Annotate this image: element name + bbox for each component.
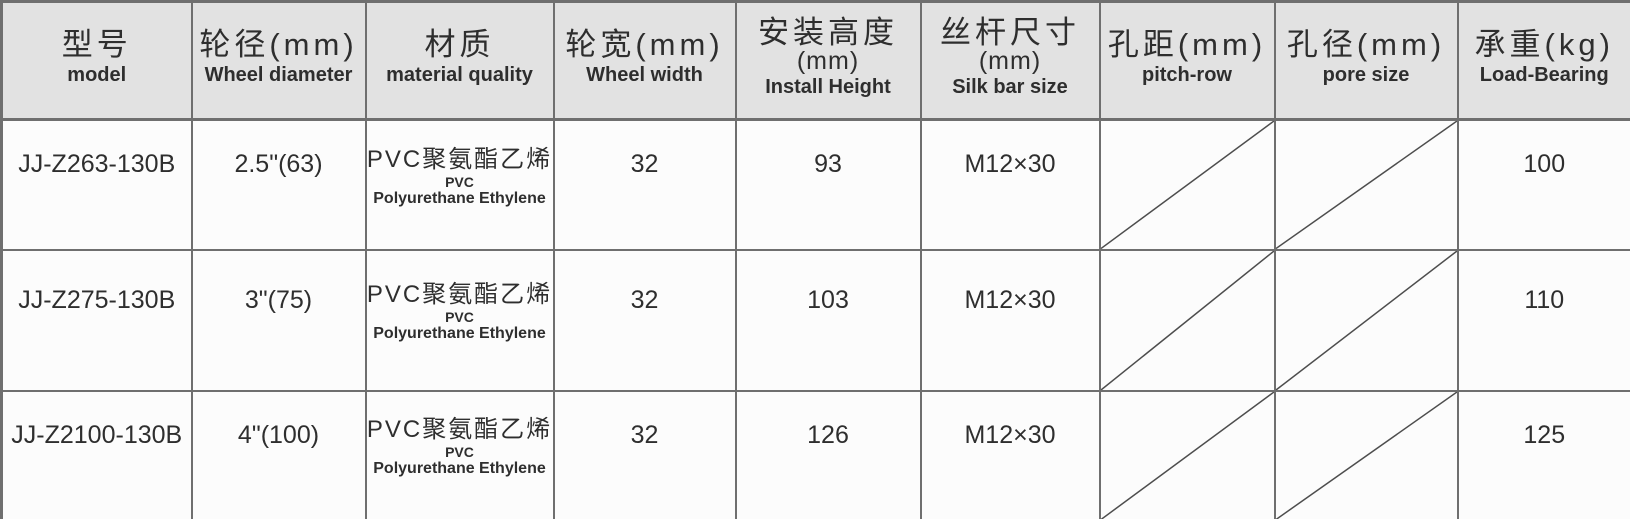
header-en-label: Wheel diameter — [204, 64, 353, 87]
wheel-diameter-cell: 4"(100) — [190, 389, 367, 519]
header-zh-label: 孔距(mm) — [1107, 26, 1267, 62]
diagonal-slash-icon — [1276, 121, 1457, 249]
material-cell: PVC聚氨酯乙烯 PVC Polyurethane Ethylene — [364, 389, 555, 519]
header-zh-label: 丝杆尺寸 — [940, 14, 1080, 50]
material-zh-label: PVC聚氨酯乙烯 — [366, 281, 553, 308]
col-header-pore-size: 孔径(mm) pore size — [1273, 0, 1459, 121]
material-cell: PVC聚氨酯乙烯 PVC Polyurethane Ethylene — [364, 248, 555, 392]
header-en-label: pore size — [1322, 64, 1410, 87]
header-zh-label: 安装高度 — [758, 14, 898, 50]
header-row: 型号 model 轮径(mm) Wheel diameter 材质 materi… — [0, 0, 1630, 121]
col-header-silk-bar-size: 丝杆尺寸 (mm) Silk bar size — [919, 0, 1101, 121]
material-en-label: PVC — [445, 444, 474, 461]
material-cell: PVC聚氨酯乙烯 PVC Polyurethane Ethylene — [364, 118, 555, 251]
col-header-model: 型号 model — [0, 0, 193, 121]
col-header-load-bearing: 承重(kg) Load-Bearing — [1456, 0, 1630, 121]
col-header-wheel-width: 轮宽(mm) Wheel width — [552, 0, 737, 121]
header-zh-label: 孔径(mm) — [1286, 26, 1446, 62]
header-en-label: pitch-row — [1142, 64, 1232, 87]
silk-bar-size-cell: M12×30 — [919, 248, 1101, 392]
pore-size-cell — [1273, 389, 1459, 519]
load-bearing-cell: 110 — [1456, 248, 1630, 392]
col-header-install-height: 安装高度 (mm) Install Height — [734, 0, 922, 121]
header-zh-label: 型号 — [61, 26, 132, 62]
header-unit-label: (mm) — [796, 47, 860, 76]
header-en-label: Install Height — [765, 76, 891, 99]
wheel-width-cell: 32 — [552, 118, 737, 251]
wheel-width-cell: 32 — [552, 248, 737, 392]
wheel-width-cell: 32 — [552, 389, 737, 519]
pore-size-cell — [1273, 118, 1459, 251]
diagonal-slash-icon — [1276, 392, 1457, 519]
silk-bar-size-cell: M12×30 — [919, 118, 1101, 251]
silk-bar-size-cell: M12×30 — [919, 389, 1101, 519]
install-height-cell: 126 — [734, 389, 922, 519]
diagonal-slash-icon — [1276, 251, 1457, 390]
material-zh-label: PVC聚氨酯乙烯 — [366, 145, 553, 173]
header-en-label: model — [67, 64, 127, 87]
wheel-diameter-cell: 2.5"(63) — [190, 118, 367, 251]
diagonal-slash-icon — [1101, 121, 1274, 249]
load-bearing-cell: 125 — [1456, 389, 1630, 519]
col-header-wheel-diameter: 轮径(mm) Wheel diameter — [190, 0, 367, 121]
table-header: 型号 model 轮径(mm) Wheel diameter 材质 materi… — [0, 0, 1630, 121]
table-body: JJ-Z263-130B 2.5"(63) PVC聚氨酯乙烯 PVC Polyu… — [0, 118, 1630, 519]
header-unit-label: (mm) — [978, 47, 1042, 76]
model-cell: JJ-Z275-130B — [0, 248, 193, 392]
diagonal-slash-icon — [1101, 251, 1274, 390]
table-row: JJ-Z275-130B 3"(75) PVC聚氨酯乙烯 PVC Polyure… — [0, 248, 1630, 392]
col-header-material: 材质 material quality — [364, 0, 555, 121]
col-header-pitch-row: 孔距(mm) pitch-row — [1098, 0, 1276, 121]
header-zh-label: 材质 — [424, 26, 495, 62]
table-row: JJ-Z263-130B 2.5"(63) PVC聚氨酯乙烯 PVC Polyu… — [0, 118, 1630, 251]
material-en-label: PVC — [445, 309, 474, 325]
header-zh-label: 轮径(mm) — [199, 26, 358, 62]
header-en-label: Wheel width — [586, 64, 703, 87]
material-en-label: Polyurethane Ethylene — [373, 460, 546, 478]
pitch-row-cell — [1098, 389, 1276, 519]
header-en-label: Silk bar size — [952, 76, 1068, 99]
material-en-label: Polyurethane Ethylene — [373, 189, 546, 207]
load-bearing-cell: 100 — [1456, 118, 1630, 251]
pitch-row-cell — [1098, 118, 1276, 251]
material-zh-label: PVC聚氨酯乙烯 — [366, 416, 553, 444]
header-zh-label: 轮宽(mm) — [565, 26, 724, 62]
wheel-diameter-cell: 3"(75) — [190, 248, 367, 392]
header-en-label: Load-Bearing — [1479, 64, 1609, 87]
install-height-cell: 103 — [734, 248, 922, 392]
model-cell: JJ-Z263-130B — [0, 118, 193, 251]
pitch-row-cell — [1098, 248, 1276, 392]
header-zh-label: 承重(kg) — [1474, 26, 1614, 62]
diagonal-slash-icon — [1101, 392, 1274, 519]
install-height-cell: 93 — [734, 118, 922, 251]
pore-size-cell — [1273, 248, 1459, 392]
model-cell: JJ-Z2100-130B — [0, 389, 193, 519]
table-row: JJ-Z2100-130B 4"(100) PVC聚氨酯乙烯 PVC Polyu… — [0, 389, 1630, 519]
header-en-label: material quality — [386, 64, 533, 87]
material-en-label: PVC — [445, 173, 474, 190]
material-en-label: Polyurethane Ethylene — [373, 325, 546, 342]
